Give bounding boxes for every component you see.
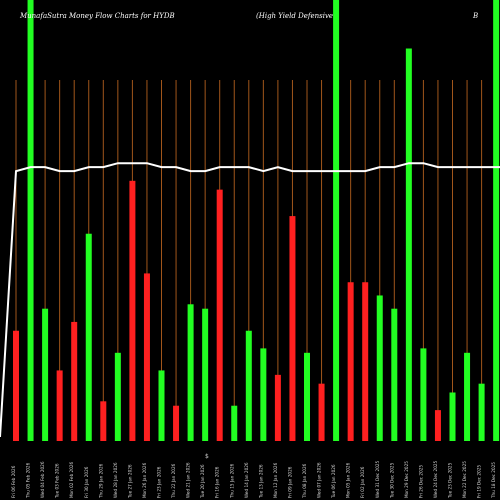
bar-red <box>274 374 281 441</box>
x-tick-label: Tue 23 Dec 2025 <box>448 462 453 499</box>
x-tick-label: Mon 12 Jan 2026 <box>273 462 278 498</box>
x-tick-label: Tue 27 Jan 2026 <box>127 464 132 499</box>
x-tick-label: Wed 24 Dec 2025 <box>433 460 438 498</box>
bar-red <box>318 383 325 441</box>
bar-green <box>449 392 456 441</box>
bar-red <box>71 321 78 441</box>
x-tick-label: Fri 02 Jan 2026 <box>360 466 365 498</box>
money-flow-line <box>0 162 500 438</box>
bar-red <box>173 405 180 441</box>
x-tick-label: Wed 04 Feb 2026 <box>40 461 45 498</box>
bar-green <box>405 48 412 441</box>
x-tick-label: Tue 20 Jan 2026 <box>200 464 205 499</box>
center-currency-label: $ <box>205 453 209 460</box>
x-tick-label: Wed 21 Jan 2026 <box>186 462 191 498</box>
bar-green <box>304 352 310 441</box>
bar-red <box>289 216 296 441</box>
x-tick-label: Fri 30 Jan 2026 <box>84 466 89 498</box>
x-tick-label: Thu 29 Jan 2026 <box>98 463 103 499</box>
x-tick-label: Wed 28 Jan 2026 <box>113 462 118 498</box>
bar-green <box>464 352 471 441</box>
bar-red <box>143 273 150 441</box>
x-tick-label: Mon 26 Jan 2026 <box>142 462 147 498</box>
bar-green <box>187 304 194 441</box>
x-tick-label: Tue 13 Jan 2026 <box>258 464 263 499</box>
bar-green <box>245 330 252 441</box>
x-axis-labels: Fri 06 Feb 2026 Thu 05 Feb 2026 Wed 04 Feb… <box>11 460 496 499</box>
bar-green <box>158 370 165 441</box>
bar-green <box>114 352 121 441</box>
x-tick-label: Mon 05 Jan 2026 <box>346 462 351 498</box>
bar-green <box>376 295 383 441</box>
bar-series <box>13 0 500 441</box>
bar-green <box>333 0 340 441</box>
bar-green <box>391 308 398 441</box>
x-tick-label: Mon 22 Dec 2025 <box>462 461 467 498</box>
bar-green <box>231 405 238 441</box>
x-tick-label: Thu 08 Jan 2026 <box>302 463 307 499</box>
x-tick-label: Fri 26 Dec 2025 <box>418 465 423 498</box>
bar-green <box>260 348 267 441</box>
bar-red <box>216 189 223 441</box>
x-tick-label: Fri 09 Jan 2026 <box>287 466 292 498</box>
bar-green <box>493 0 500 441</box>
company-name-tail: B <box>473 12 479 20</box>
x-tick-label: Fri 06 Feb 2026 <box>11 465 16 498</box>
bar-red <box>13 330 19 441</box>
bar-red <box>56 370 63 441</box>
x-tick-label: Tue 03 Feb 2026 <box>55 463 60 499</box>
x-tick-label: Tue 30 Dec 2025 <box>389 462 394 499</box>
chart-title: MunafaSutra Money Flow Charts for HYDB <box>20 12 175 20</box>
x-tick-label: Wed 14 Jan 2026 <box>244 462 249 498</box>
bar-green <box>85 233 92 441</box>
bar-green <box>27 0 34 441</box>
bar-green <box>42 308 49 441</box>
x-tick-label: Tue 06 Jan 2026 <box>331 464 336 499</box>
x-tick-label: Mon 02 Feb 2026 <box>69 461 74 498</box>
company-name: (High Yield Defensive <box>256 12 334 20</box>
x-tick-label: Wed 07 Jan 2026 <box>317 462 322 498</box>
x-tick-label: Thu 05 Feb 2026 <box>26 462 31 499</box>
bar-red <box>347 282 354 441</box>
bar-red <box>362 282 369 441</box>
x-tick-label: Thu 18 Dec 2025 <box>491 462 496 499</box>
x-tick-label: Fri 19 Dec 2025 <box>477 465 482 498</box>
x-tick-label: Wed 31 Dec 2025 <box>375 460 380 498</box>
x-tick-label: Thu 15 Jan 2026 <box>229 463 234 499</box>
x-tick-label: Mon 29 Dec 2025 <box>404 461 409 498</box>
bar-red <box>434 410 441 441</box>
x-tick-label: Thu 22 Jan 2026 <box>171 463 176 499</box>
x-tick-label: Fri 23 Jan 2026 <box>157 466 162 498</box>
bar-red <box>100 401 107 441</box>
bar-green <box>478 383 485 441</box>
bar-red <box>129 180 136 441</box>
bar-green <box>202 308 209 441</box>
x-tick-label: Fri 16 Jan 2026 <box>215 466 220 498</box>
bar-green <box>420 348 427 441</box>
